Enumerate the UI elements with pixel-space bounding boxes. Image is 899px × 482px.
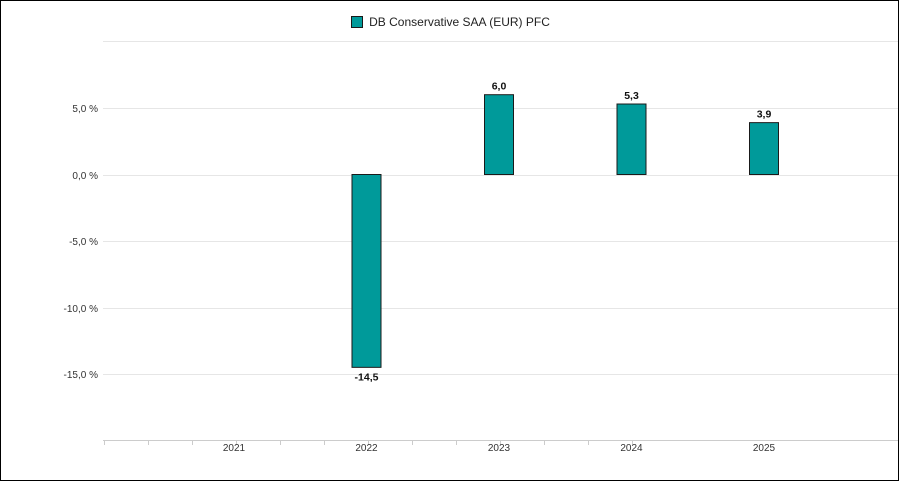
y-tick-label: -5,0 %: [69, 237, 98, 248]
data-label: 5,3: [624, 90, 639, 102]
x-tick-label: 2022: [355, 443, 378, 454]
y-tick-label: -15,0 %: [64, 370, 99, 381]
x-tick-label: 2021: [223, 443, 246, 454]
legend: DB Conservative SAA (EUR) PFC: [1, 15, 899, 29]
x-tick-label: 2025: [753, 443, 776, 454]
bar: [616, 103, 647, 175]
data-label: 6,0: [492, 81, 507, 93]
data-label: -14,5: [355, 371, 379, 383]
x-tick-label: 2023: [488, 443, 511, 454]
y-tick-label: 0,0 %: [72, 171, 98, 182]
bar: [484, 94, 514, 175]
x-tick-label: 2024: [620, 443, 643, 454]
legend-label: DB Conservative SAA (EUR) PFC: [369, 15, 550, 29]
y-tick-label: 5,0 %: [72, 104, 98, 115]
bar: [351, 174, 382, 368]
data-label: 3,9: [757, 109, 772, 121]
bar: [749, 122, 779, 175]
legend-swatch: [351, 16, 364, 28]
y-tick-label: -10,0 %: [64, 304, 99, 315]
